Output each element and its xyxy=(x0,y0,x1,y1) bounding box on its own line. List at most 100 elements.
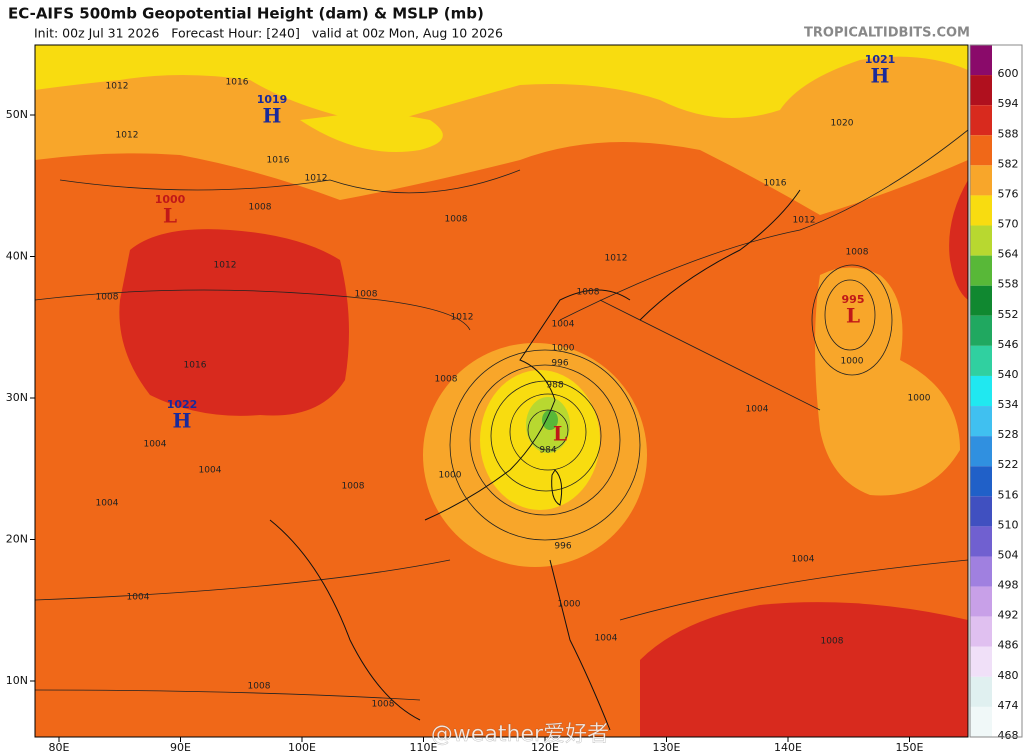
colorbar-label: 600 xyxy=(998,67,1019,80)
colorbar-label: 480 xyxy=(998,669,1019,682)
coastline xyxy=(639,189,801,321)
center-letter: H xyxy=(263,104,282,128)
subtitle: Init: 00z Jul 31 2026 Forecast Hour: [24… xyxy=(34,26,503,41)
isobar xyxy=(811,264,893,376)
colorbar-label: 540 xyxy=(998,368,1019,381)
isobar-label: 1012 xyxy=(106,82,129,92)
isobar xyxy=(34,559,451,601)
isobar-label: 996 xyxy=(551,359,568,369)
colorbar-swatch xyxy=(970,586,992,617)
colorbar-swatch xyxy=(970,105,992,136)
isobar-label: 1012 xyxy=(793,216,816,226)
coastline xyxy=(424,289,631,521)
isobar-label: 1004 xyxy=(127,593,150,603)
lon-label: 140E xyxy=(774,741,802,754)
isobar-label: 1004 xyxy=(144,440,167,450)
lat-label: 40N xyxy=(6,250,28,263)
isobar xyxy=(527,409,569,451)
colorbar-swatch xyxy=(970,225,992,256)
isobar-label: 1012 xyxy=(605,254,628,264)
colorbar-swatch xyxy=(970,315,992,346)
isobar-label: 996 xyxy=(554,542,571,552)
isobar-label: 1000 xyxy=(841,357,864,367)
isobar-label: 1012 xyxy=(116,131,139,141)
height-570 xyxy=(300,113,443,152)
isobar-label: 1000 xyxy=(558,600,581,610)
lon-label: 130E xyxy=(653,741,681,754)
height-588 xyxy=(640,602,968,737)
isobar-label: 1008 xyxy=(846,248,869,258)
colorbar-swatch xyxy=(970,135,992,166)
center-value: 1019 xyxy=(257,93,288,106)
colorbar-swatch xyxy=(970,496,992,527)
isobar-label: 1004 xyxy=(96,499,119,509)
axis-ticks xyxy=(30,114,910,742)
colorbar-label: 564 xyxy=(998,248,1019,261)
isobar xyxy=(59,169,521,194)
colorbar-label: 528 xyxy=(998,428,1019,441)
isobar-label: 988 xyxy=(546,381,563,391)
center-value: 1022 xyxy=(167,398,198,411)
height-570 xyxy=(35,45,968,125)
colorbar-label: 546 xyxy=(998,338,1019,351)
isobar-label: 1000 xyxy=(552,344,575,354)
isobar xyxy=(559,129,969,321)
coastlines xyxy=(269,189,801,731)
colorbar-swatch xyxy=(970,45,992,76)
isobar-label: 1008 xyxy=(821,637,844,647)
isobar-label: 1004 xyxy=(792,555,815,565)
title: EC-AIFS 500mb Geopotential Height (dam) … xyxy=(8,5,484,23)
isobar xyxy=(449,349,641,541)
watermark: @weather爱好者 xyxy=(431,722,609,747)
colorbar-swatch xyxy=(970,345,992,376)
colorbar-swatch xyxy=(970,466,992,497)
isobar-label: 1016 xyxy=(184,361,207,371)
isobar xyxy=(824,279,876,351)
colorbar-swatch xyxy=(970,436,992,467)
isobar xyxy=(509,393,587,471)
colorbar-label: 510 xyxy=(998,518,1019,531)
lon-label: 90E xyxy=(170,741,191,754)
colorbar-swatch xyxy=(970,375,992,407)
map xyxy=(34,45,969,737)
isobar-label: 1008 xyxy=(445,215,468,225)
isobar-label: 1008 xyxy=(435,375,458,385)
colorbar-swatch xyxy=(970,616,992,647)
isobar-label: 1008 xyxy=(355,290,378,300)
lat-label: 10N xyxy=(6,674,28,687)
colorbar-swatch xyxy=(970,285,992,316)
isobar-label: 1000 xyxy=(908,394,931,404)
isobar-label: 1004 xyxy=(746,405,769,415)
height-576 xyxy=(815,267,960,496)
center-value: 1000 xyxy=(155,193,186,206)
colorbar-label: 486 xyxy=(998,639,1019,652)
colorbar-swatch xyxy=(970,75,992,106)
lon-label: 110E xyxy=(410,741,438,754)
isobar-label: 1012 xyxy=(305,174,328,184)
colorbar-label: 558 xyxy=(998,278,1019,291)
isobar-label: 1008 xyxy=(577,288,600,298)
isobar-label: 984 xyxy=(539,446,556,456)
colorbar-label: 504 xyxy=(998,548,1019,561)
isobar xyxy=(34,289,471,331)
colorbar-label: 474 xyxy=(998,699,1019,712)
colorbar-swatch xyxy=(970,526,992,557)
center-value: 1021 xyxy=(865,53,896,66)
isobar-label: 1012 xyxy=(451,313,474,323)
lon-label: 100E xyxy=(288,741,316,754)
center-value: 995 xyxy=(842,293,865,306)
isobar-label: 1016 xyxy=(764,179,787,189)
center-letter: H xyxy=(173,409,192,433)
height-588 xyxy=(949,180,968,300)
isobars xyxy=(34,129,969,701)
colorbar-label: 468 xyxy=(998,729,1019,742)
isobar-label: 1012 xyxy=(214,261,237,271)
colorbar-label: 522 xyxy=(998,458,1019,471)
center-letter: L xyxy=(846,304,860,328)
isobar-label: 1008 xyxy=(342,482,365,492)
lon-label: 80E xyxy=(49,741,70,754)
center-letter: H xyxy=(871,64,890,88)
colorbar-label: 534 xyxy=(998,398,1019,411)
isobar-label: 1016 xyxy=(226,78,249,88)
